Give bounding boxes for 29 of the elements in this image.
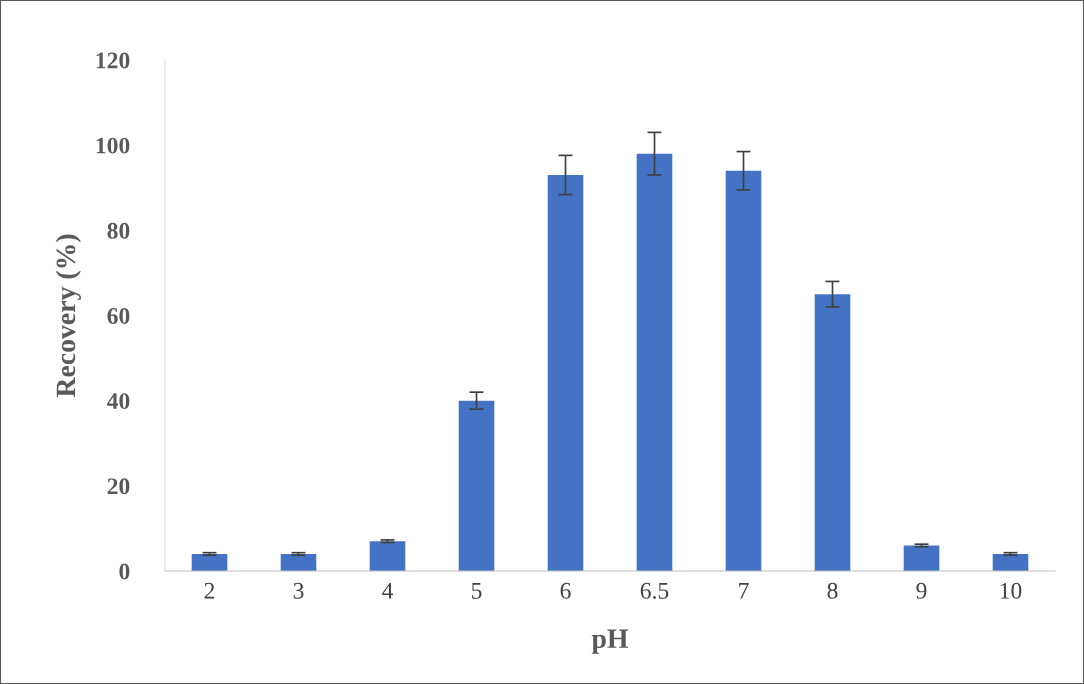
bar — [369, 541, 406, 571]
x-tick-label: 9 — [916, 582, 927, 599]
bar — [191, 553, 228, 571]
x-tick-label: 6.5 — [640, 582, 669, 599]
x-axis-title: pH — [591, 629, 629, 654]
x-tick-label: 2 — [204, 582, 215, 599]
x-tick-label: 3 — [293, 582, 304, 599]
y-tick-label: 80 — [107, 222, 130, 239]
x-tick-label: 6 — [560, 582, 571, 599]
bar — [636, 153, 673, 571]
y-tick-label: 40 — [106, 393, 130, 410]
bar — [903, 545, 940, 571]
y-tick-label: 20 — [107, 478, 130, 495]
bar — [814, 294, 851, 571]
x-tick-label: 7 — [739, 583, 749, 599]
x-tick-label: 10 — [1000, 582, 1022, 599]
x-tick-label: 8 — [827, 582, 838, 599]
y-tick-label: 60 — [107, 307, 130, 324]
x-tick-label: 5 — [471, 583, 482, 599]
bar — [547, 174, 584, 571]
bar — [280, 553, 317, 571]
bar — [458, 400, 495, 571]
x-tick-label: 4 — [382, 582, 394, 599]
y-tick-label: 120 — [96, 52, 130, 69]
bar — [992, 553, 1029, 571]
bar — [725, 170, 762, 571]
y-tick-label: 100 — [96, 137, 130, 154]
y-axis-title: Recovery (%) — [55, 234, 81, 398]
y-tick-label: 0 — [119, 563, 130, 580]
